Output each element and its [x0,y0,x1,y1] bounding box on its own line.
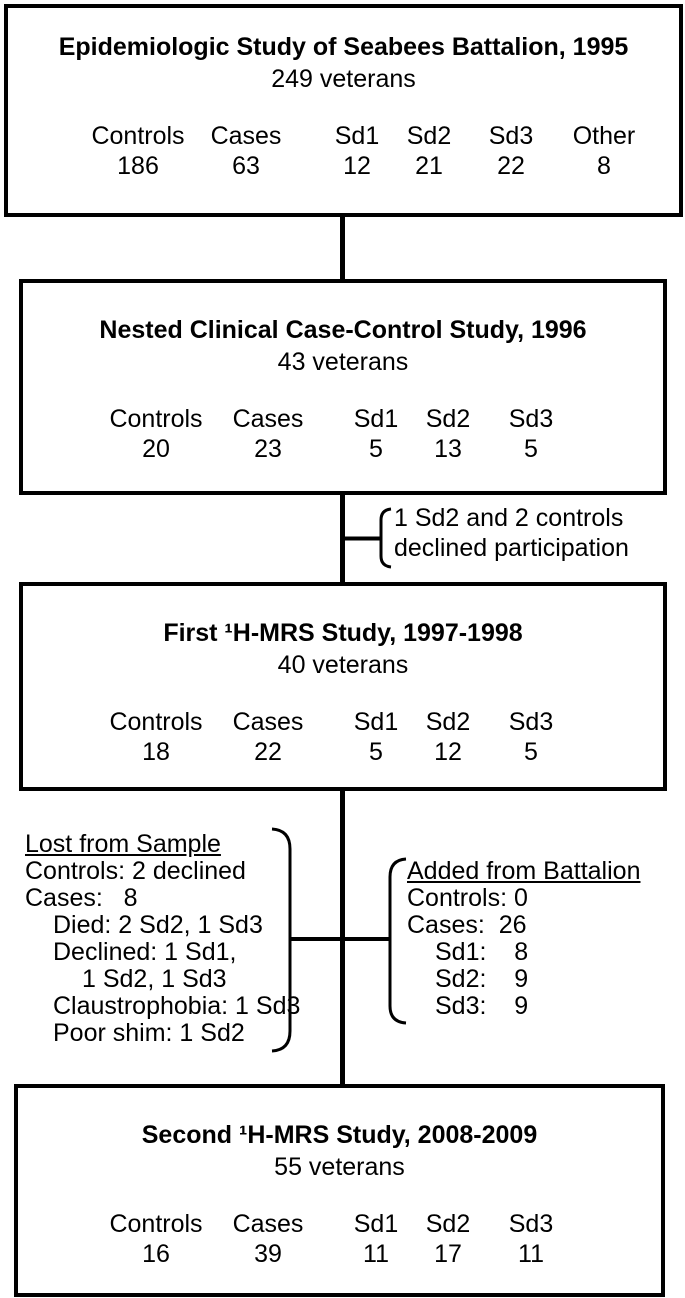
stat-value: 17 [434,1240,462,1268]
note-line: Sd3: 9 [435,992,529,1020]
stat-label: Sd3 [488,122,534,150]
note-line: Died: 2 Sd2, 1 Sd3 [53,911,263,939]
stat-label: Cases [210,122,282,150]
note-line: 1 Sd2, 1 Sd3 [82,965,227,993]
stat-value: 13 [434,435,462,463]
stat-value: 12 [434,738,462,766]
box-title: Epidemiologic Study of Seabees Battalion… [58,33,629,61]
stat-label: Controls [91,122,185,150]
stat-label: Cases [232,708,304,736]
stat-label: Sd1 [353,1210,399,1238]
stat-label: Sd2 [425,405,471,433]
stat-labels-row: Controls Cases Sd1 Sd2 Sd3 [23,707,663,737]
stat-label: Sd1 [353,708,399,736]
study-box-epidemiologic-1995: Epidemiologic Study of Seabees Battalion… [4,4,683,217]
stat-label: Other [572,122,636,150]
stat-labels-row: Controls Cases Sd1 Sd2 Sd3 Other [8,121,679,151]
stat-value: 186 [117,152,159,180]
box-subtitle: 40 veterans [277,651,409,679]
box-title: Nested Clinical Case-Control Study, 1996 [99,316,587,344]
stat-value: 21 [415,152,443,180]
stat-values-row: 18 22 5 12 5 [23,737,663,767]
note-line: Sd2: 9 [435,965,529,993]
stat-value: 63 [232,152,260,180]
stat-value: 16 [142,1240,170,1268]
stat-label: Sd2 [425,1210,471,1238]
stat-label: Controls [109,405,203,433]
stat-labels-row: Controls Cases Sd1 Sd2 Sd3 [23,404,663,434]
stat-label: Sd1 [353,405,399,433]
stat-value: 39 [254,1240,282,1268]
lost-note-bracket [271,827,292,1053]
stat-value: 23 [254,435,282,463]
stat-label: Sd2 [425,708,471,736]
note-line: 1 Sd2 and 2 controls [394,504,624,532]
added-note-bracket [388,857,407,1025]
box-title: First ¹H-MRS Study, 1997-1998 [163,619,523,647]
declined-note-bracket [379,507,392,569]
stat-label: Sd2 [406,122,452,150]
study-box-first-hmrs-1997-1998: First ¹H-MRS Study, 1997-1998 40 veteran… [19,582,667,791]
note-title: Added from Battalion [407,857,641,885]
stat-value: 11 [363,1240,389,1268]
lost-from-sample-note: Lost from Sample Controls: 2 declined Ca… [25,831,300,1047]
box-subtitle: 43 veterans [277,348,409,376]
stat-values-row: 16 39 11 17 11 [18,1239,661,1269]
note-line: Declined: 1 Sd1, [53,938,237,966]
stat-value: 5 [524,738,538,766]
note-line: Cases: 8 [25,884,138,912]
stat-label: Sd3 [508,1210,554,1238]
stat-label: Controls [109,708,203,736]
stat-values-row: 20 23 5 13 5 [23,434,663,464]
note-line: declined participation [394,534,629,562]
stat-label: Controls [109,1210,203,1238]
stat-label: Cases [232,1210,304,1238]
stat-value: 20 [142,435,170,463]
note-line: Claustrophobia: 1 Sd3 [53,992,301,1020]
stat-values-row: 186 63 12 21 22 8 [8,151,679,181]
box-subtitle: 249 veterans [271,65,416,93]
note-line: Controls: 2 declined [25,857,246,885]
added-from-battalion-note: Added from Battalion Controls: 0 Cases: … [407,858,640,1020]
study-box-nested-case-control-1996: Nested Clinical Case-Control Study, 1996… [19,279,667,495]
stat-value: 5 [524,435,538,463]
stat-labels-row: Controls Cases Sd1 Sd2 Sd3 [18,1209,661,1239]
stat-value: 8 [597,152,611,180]
stat-value: 5 [369,435,383,463]
note-line: Sd1: 8 [435,938,529,966]
stat-value: 12 [343,152,371,180]
declined-participation-note: 1 Sd2 and 2 controls declined participat… [394,503,629,563]
note-title: Lost from Sample [25,830,221,858]
stat-value: 18 [142,738,170,766]
stat-label: Cases [232,405,304,433]
study-box-second-hmrs-2008-2009: Second ¹H-MRS Study, 2008-2009 55 vetera… [14,1084,665,1297]
stat-value: 5 [369,738,383,766]
note-line: Poor shim: 1 Sd2 [53,1019,245,1047]
stat-label: Sd3 [508,708,554,736]
stat-value: 22 [254,738,282,766]
stat-value: 22 [497,152,525,180]
stat-value: 11 [518,1240,544,1268]
stat-label: Sd3 [508,405,554,433]
note-line: Cases: 26 [407,911,527,939]
note-line: Controls: 0 [407,884,528,912]
box-subtitle: 55 veterans [274,1153,405,1181]
stat-label: Sd1 [334,122,380,150]
box-title: Second ¹H-MRS Study, 2008-2009 [141,1121,538,1149]
